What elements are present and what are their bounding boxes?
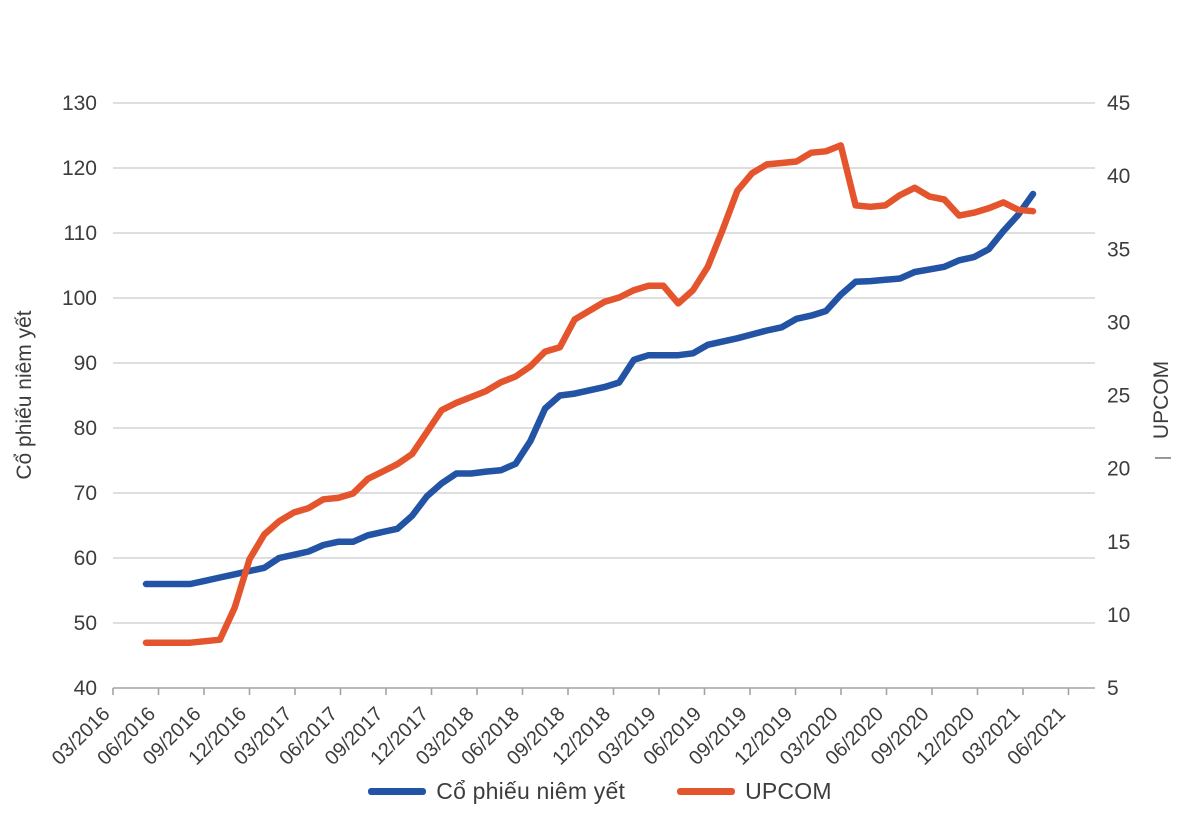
y-axis-tick-label-left: 100 <box>62 287 97 310</box>
y-axis-tick-label-right: 45 <box>1107 92 1130 115</box>
y-axis-tick-label-right: 40 <box>1107 165 1130 188</box>
legend-line-orange <box>677 788 736 795</box>
legend-item-upcom: UPCOM <box>677 778 832 805</box>
y-axis-tick-label-right: 20 <box>1107 458 1130 481</box>
legend-label-listed-stocks: Cổ phiếu niêm yết <box>436 778 626 804</box>
y-axis-tick-label-left: 40 <box>74 677 97 700</box>
y-axis-tick-label-right: 35 <box>1107 238 1130 261</box>
y-axis-tick-label-left: 70 <box>74 482 97 505</box>
y-axis-tick-label-right: 30 <box>1107 311 1130 334</box>
legend-label-upcom: UPCOM <box>745 778 832 804</box>
y-axis-tick-label-left: 60 <box>74 547 97 570</box>
series-line-listed-stocks <box>142 190 1037 588</box>
y-axis-tick-label-left: 110 <box>64 222 97 245</box>
y-axis-title-right: UPCOM <box>1150 361 1173 439</box>
right-axis-dash-mark: — <box>1155 449 1171 466</box>
y-axis-tick-label-left: 130 <box>62 92 97 115</box>
series-line-upcom <box>142 142 1037 646</box>
legend-item-listed-stocks: Cổ phiếu niêm yết <box>368 778 625 805</box>
y-axis-tick-label-right: 25 <box>1107 385 1130 408</box>
y-axis-tick-label-left: 50 <box>74 612 97 635</box>
y-axis-tick-label-left: 90 <box>74 352 97 375</box>
legend-line-blue <box>368 788 427 795</box>
y-axis-tick-label-left: 120 <box>62 157 97 180</box>
y-axis-tick-label-right: 15 <box>1107 531 1130 554</box>
y-axis-title-left: Cổ phiếu niêm yết <box>13 310 36 479</box>
y-axis-tick-label-right: 10 <box>1107 604 1130 627</box>
chart-legend: Cổ phiếu niêm yết UPCOM <box>0 778 1200 805</box>
y-axis-tick-label-left: 80 <box>74 417 97 440</box>
y-axis-tick-label-right: 5 <box>1107 677 1119 700</box>
